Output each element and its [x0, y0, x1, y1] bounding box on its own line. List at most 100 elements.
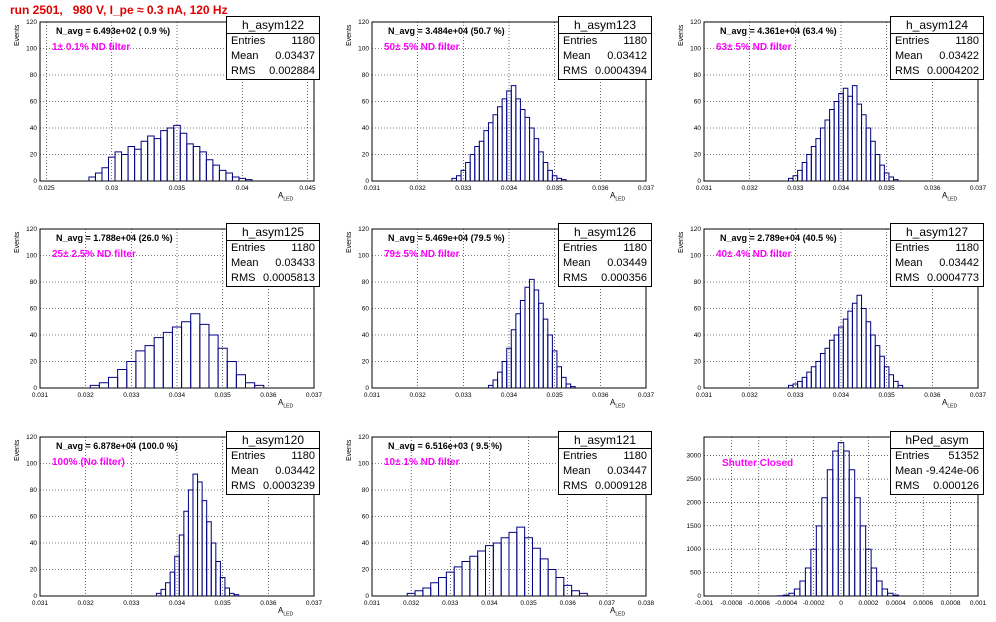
x-tick-label: 0.032 — [742, 392, 759, 399]
histogram-bin — [153, 337, 164, 388]
histogram-bin — [108, 376, 119, 388]
navg-label: N_avg = 2.789e+04 (40.5 %) — [720, 233, 837, 243]
x-axis-label: ALED — [610, 191, 626, 203]
histogram-bin — [856, 103, 863, 181]
x-tick-label: 0.035 — [169, 185, 186, 192]
x-tick-label: 0.0004 — [886, 600, 906, 607]
histogram-bin — [539, 558, 549, 596]
y-tick-label: 120 — [26, 19, 37, 26]
histogram-bin — [215, 561, 221, 596]
histogram-bin — [561, 376, 567, 388]
histogram-bin — [430, 582, 440, 596]
x-tick-label: 0.035 — [879, 185, 896, 192]
histogram-bin — [160, 588, 167, 596]
y-tick-label: 3000 — [687, 453, 702, 460]
y-axis-label: Events — [14, 231, 21, 253]
filter-annotation: 63± 5% ND filter — [716, 42, 792, 53]
histogram-bin — [524, 286, 531, 388]
histogram-bin — [826, 469, 834, 596]
histogram-bin — [508, 531, 518, 596]
histogram-bin — [506, 90, 512, 181]
histogram-bin — [578, 592, 588, 596]
histogram-pad: 0.031 0.032 0.033 0.034 0.035 0.036 0.037 0.038… — [340, 415, 672, 622]
navg-label: N_avg = 6.493e+02 ( 0.9 %) — [56, 26, 171, 36]
y-tick-label: 120 — [26, 434, 37, 441]
stats-value: 1180 — [955, 35, 979, 47]
histogram-bin — [477, 550, 487, 596]
y-tick-label: 100 — [358, 461, 369, 468]
stats-box: h_asym121 Entries 1180 Mean 0.03447 RMS 0.0009… — [558, 431, 652, 495]
y-tick-label: 500 — [690, 570, 701, 577]
stats-key: Mean — [231, 465, 259, 477]
histogram-bin — [178, 534, 185, 596]
histogram-bin — [842, 87, 849, 181]
x-tick-label: 0.036 — [260, 392, 277, 399]
y-tick-label: 120 — [690, 19, 701, 26]
x-tick-label: 0.033 — [455, 392, 472, 399]
stats-value: 0.03412 — [607, 50, 647, 62]
histogram-bin — [501, 98, 508, 181]
histogram-bin — [843, 450, 850, 596]
histogram-bin — [197, 481, 203, 596]
histogram-bin — [497, 106, 503, 181]
stats-value: 0.03442 — [275, 465, 315, 477]
histogram-bin — [542, 161, 549, 181]
x-tick-label: 0.032 — [742, 185, 759, 192]
histogram-bin — [510, 329, 517, 388]
x-axis-label: ALED — [942, 398, 958, 410]
x-tick-label: 0.0002 — [858, 600, 878, 607]
y-tick-label: 1000 — [687, 546, 702, 553]
histogram-bin — [556, 366, 563, 388]
histogram-bin — [538, 302, 544, 388]
stats-box: h_asym120 Entries 1180 Mean 0.03442 RMS 0.0003… — [226, 431, 320, 495]
histogram-bin — [848, 469, 856, 596]
y-tick-label: 0 — [33, 385, 37, 392]
y-tick-label: 120 — [358, 19, 369, 26]
histogram-bin — [555, 576, 565, 596]
navg-label: N_avg = 6.516e+03 ( 9.5 %) — [388, 441, 503, 451]
x-tick-label: 0.045 — [299, 185, 316, 192]
stats-value: 0.0003239 — [263, 480, 315, 492]
y-tick-label: 40 — [30, 332, 38, 339]
stats-key: Mean — [563, 257, 591, 269]
histogram-bin — [524, 116, 531, 181]
histogram-bin — [206, 521, 212, 596]
y-tick-label: 40 — [30, 540, 38, 547]
x-tick-label: 0.0006 — [913, 600, 933, 607]
y-tick-label: 40 — [362, 540, 370, 547]
histogram-bin — [438, 576, 447, 596]
histogram-bin — [810, 146, 817, 181]
histogram-bin — [165, 582, 171, 596]
stats-row-rms: RMS 0.002884 — [227, 64, 319, 79]
histogram-pad: 0.031 0.032 0.033 0.034 0.035 0.036 0.037 0 20 40… — [672, 0, 996, 207]
x-tick-label: 0.032 — [410, 392, 427, 399]
y-tick-label: 60 — [30, 514, 38, 521]
stats-key: RMS — [231, 65, 256, 77]
x-axis-label: ALED — [610, 398, 626, 410]
y-tick-label: 100 — [26, 46, 37, 53]
y-tick-label: 80 — [362, 487, 370, 494]
histogram-bin — [819, 353, 826, 388]
histogram-bin — [492, 542, 502, 596]
histogram-bin — [815, 525, 823, 596]
x-tick-label: 0.034 — [481, 600, 498, 607]
histogram-bin — [861, 308, 867, 388]
x-tick-label: -0.0008 — [720, 600, 742, 607]
stats-value: 0.0004394 — [595, 65, 647, 77]
histogram-bin — [160, 130, 168, 181]
x-tick-label: -0.0006 — [748, 600, 770, 607]
histogram-bin — [879, 355, 885, 388]
stats-value: 1180 — [955, 242, 979, 254]
histogram-bin — [801, 376, 808, 388]
histogram-bin — [801, 161, 808, 181]
filter-annotation: 50± 5% ND filter — [384, 42, 460, 53]
stats-value: 0.000126 — [933, 480, 979, 492]
navg-label: N_avg = 1.788e+04 (26.0 %) — [56, 233, 173, 243]
stats-row-entries: Entries 1180 — [227, 241, 319, 256]
histogram-bin — [186, 143, 194, 181]
x-tick-label: 0.033 — [787, 392, 804, 399]
stats-value: 51352 — [948, 450, 979, 462]
histogram-bin — [533, 138, 540, 181]
x-tick-label: 0.04 — [236, 185, 249, 192]
x-tick-label: 0.0008 — [941, 600, 961, 607]
